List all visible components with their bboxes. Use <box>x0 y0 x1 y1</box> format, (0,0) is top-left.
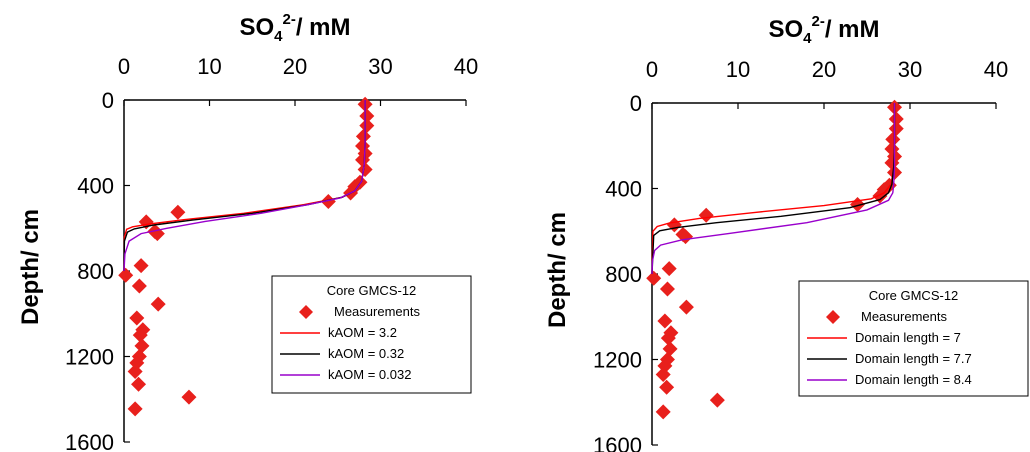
right-legend-label-3: Domain length = 8.4 <box>855 372 972 387</box>
left-measurement-point <box>134 338 150 354</box>
left-measurement-point <box>355 128 371 144</box>
left-legend-swatch-0 <box>299 305 313 319</box>
left-legend-box <box>271 275 472 394</box>
left-legend-title: Core GMCS-12 <box>327 283 417 298</box>
left-y-axis-title: Depth/ cm <box>17 209 44 325</box>
right-y-tick-label: 1600 <box>593 433 642 452</box>
left-x-tick-label: 10 <box>197 54 221 79</box>
left-series-line-1 <box>123 100 366 272</box>
right-measurement-point <box>661 261 677 277</box>
right-y-tick-label: 400 <box>605 177 642 202</box>
right-measurement-point <box>666 217 682 233</box>
left-x-tick-label: 30 <box>368 54 392 79</box>
left-x-tick-label: 20 <box>283 54 307 79</box>
right-measurement-point <box>660 330 676 346</box>
right-x-axis-title: SO42-/ mM <box>768 13 879 47</box>
right-series-line-1 <box>651 103 896 275</box>
right-measurement-point <box>646 270 662 286</box>
left-legend-label-0: Measurements <box>334 304 420 319</box>
right-measurement-point <box>655 366 671 382</box>
right-legend-label-1: Domain length = 7 <box>855 330 961 345</box>
left-measurement-point <box>320 194 336 210</box>
right-y-tick-label: 1200 <box>593 348 642 373</box>
right-measurement-point <box>657 313 673 329</box>
left-panel: SO42-/ mM Depth/ cm 0 10 20 30 4004008001200… <box>17 11 478 452</box>
right-measurement-point <box>698 207 714 223</box>
right-measurement-point <box>888 111 904 127</box>
right-y-axis-title: Depth/ cm <box>544 212 571 328</box>
right-y-tick-label: 800 <box>605 262 642 287</box>
right-x-tick-label: 10 <box>726 57 750 82</box>
left-measurement-point <box>132 327 148 343</box>
right-panel: SO42-/ mM Depth/ cm 0 10 20 30 4004008001200… <box>544 13 1029 452</box>
right-measurement-point <box>709 392 725 408</box>
left-measurement-point <box>127 401 143 417</box>
left-measurement-point <box>150 296 166 312</box>
right-x-tick-label: 20 <box>812 57 836 82</box>
right-measurement-point <box>659 281 675 297</box>
left-measurement-point <box>357 161 373 177</box>
left-measurement-point <box>118 267 134 283</box>
right-legend: Core GMCS-12 Measurements Domain length = … <box>798 280 1029 397</box>
left-measurement-point <box>131 376 147 392</box>
left-measurement-point <box>133 258 149 274</box>
left-x-tick-label: 0 <box>118 54 130 79</box>
left-y-tick-label: 1200 <box>65 345 114 370</box>
left-legend-label-2: kAOM = 0.32 <box>328 346 404 361</box>
left-legend: Core GMCS-12 Measurements kAOM = 3.2 kAOM =… <box>271 275 472 394</box>
right-legend-title: Core GMCS-12 <box>869 288 959 303</box>
left-y-tick-label: 1600 <box>65 430 114 452</box>
right-legend-label-0: Measurements <box>861 309 947 324</box>
left-y-tick-label: 0 <box>102 88 114 113</box>
left-measurement-point <box>170 204 186 220</box>
left-measurement-point <box>131 278 147 294</box>
right-x-tick-label: 30 <box>898 57 922 82</box>
right-x-tick-label: 40 <box>984 57 1008 82</box>
left-measurement-point <box>129 310 145 326</box>
right-x-tick-label: 0 <box>646 57 658 82</box>
left-measurement-point <box>127 363 143 379</box>
left-series-line-2 <box>123 100 366 272</box>
left-legend-label-1: kAOM = 3.2 <box>328 325 397 340</box>
left-plot-area <box>118 96 375 417</box>
left-measurement-point <box>359 108 375 124</box>
left-y-tick-label: 400 <box>77 174 114 199</box>
right-measurement-point <box>662 341 678 357</box>
right-series-line-3 <box>651 103 896 275</box>
left-y-tick-label: 800 <box>77 259 114 284</box>
right-legend-label-2: Domain length = 7.7 <box>855 351 972 366</box>
right-measurement-point <box>885 131 901 147</box>
left-legend-label-3: kAOM = 0.032 <box>328 367 411 382</box>
left-x-axis-title: SO42-/ mM <box>239 11 350 45</box>
right-y-tick-label: 0 <box>630 91 642 116</box>
right-measurement-point <box>655 404 671 420</box>
right-measurement-point <box>678 299 694 315</box>
right-series-line-2 <box>651 103 896 275</box>
right-measurement-point <box>872 188 888 204</box>
left-measurement-point <box>181 389 197 405</box>
left-x-tick-label: 40 <box>454 54 478 79</box>
right-plot-area <box>646 99 904 420</box>
left-series-line-3 <box>123 100 366 272</box>
right-legend-swatch-0 <box>826 310 840 324</box>
right-measurement-point <box>659 379 675 395</box>
